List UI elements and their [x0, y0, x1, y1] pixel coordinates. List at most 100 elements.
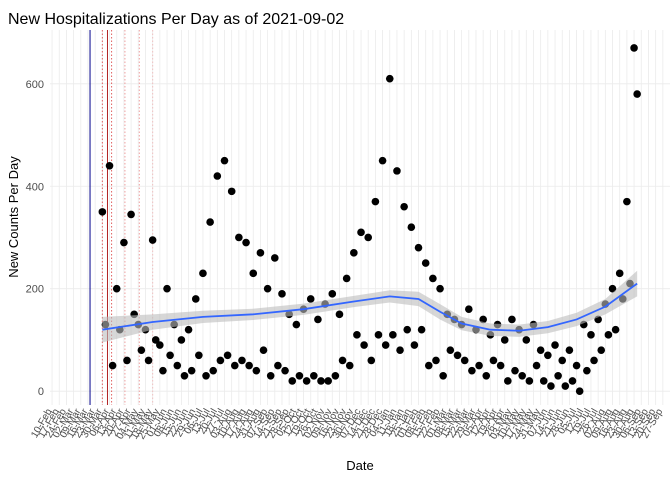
data-point: [371, 197, 380, 206]
data-point: [389, 331, 397, 339]
data-point: [271, 254, 279, 262]
data-point: [324, 377, 332, 385]
data-point: [278, 290, 286, 298]
data-point: [385, 74, 394, 83]
data-point: [242, 238, 250, 247]
data-point: [173, 361, 182, 370]
data-point: [223, 351, 232, 360]
data-point: [292, 320, 301, 329]
data-point: [482, 371, 491, 380]
data-point: [187, 366, 196, 375]
data-point: [475, 361, 483, 370]
data-point: [342, 274, 351, 283]
data-point: [195, 351, 203, 360]
data-point: [539, 377, 548, 385]
data-point: [357, 228, 365, 237]
data-point: [274, 361, 282, 370]
data-point: [453, 351, 462, 360]
data-point: [213, 172, 222, 180]
data-point: [407, 223, 416, 232]
data-point: [120, 238, 128, 247]
data-point: [127, 210, 135, 219]
data-point: [364, 233, 373, 242]
data-point: [216, 356, 225, 365]
data-point: [281, 366, 289, 375]
data-point: [266, 371, 275, 380]
data-point: [615, 269, 624, 278]
data-point: [417, 325, 426, 334]
data-point: [500, 336, 509, 344]
data-point: [177, 336, 186, 344]
data-point: [98, 208, 107, 216]
data-point: [400, 202, 408, 211]
data-point: [374, 331, 383, 339]
data-point: [396, 346, 404, 354]
data-point: [209, 366, 218, 375]
data-point: [479, 315, 487, 324]
data-point: [238, 356, 246, 365]
data-point: [604, 331, 613, 339]
data-point: [112, 284, 121, 293]
data-point: [252, 366, 261, 375]
data-point: [317, 377, 325, 385]
x-axis-title: Date: [346, 458, 373, 473]
y-tick-label: 400: [26, 181, 44, 193]
data-point: [575, 387, 584, 395]
data-point: [429, 274, 437, 283]
data-point: [465, 305, 473, 314]
data-point: [630, 44, 638, 52]
data-point: [583, 366, 591, 375]
data-point: [345, 361, 354, 370]
data-point: [335, 310, 344, 319]
data-point: [403, 325, 412, 334]
data-point: [590, 356, 598, 365]
data-point: [508, 315, 516, 324]
data-point: [551, 341, 559, 349]
data-point: [565, 346, 574, 354]
trend-line: [102, 282, 638, 332]
data-point: [295, 371, 304, 380]
data-point: [424, 361, 433, 370]
data-point: [259, 346, 268, 354]
data-point: [263, 284, 272, 293]
data-point: [608, 284, 617, 293]
data-point: [572, 361, 581, 370]
data-point: [166, 351, 174, 360]
data-point: [544, 351, 552, 360]
data-point: [532, 361, 541, 370]
data-point: [623, 197, 631, 206]
data-point: [561, 382, 570, 390]
data-point: [633, 90, 641, 98]
data-point: [230, 361, 239, 370]
data-point: [314, 315, 322, 324]
data-point: [353, 331, 361, 339]
data-point: [220, 156, 229, 165]
data-point: [611, 325, 620, 334]
data-point: [504, 377, 512, 385]
data-point: [310, 371, 318, 380]
y-tick-label: 600: [26, 79, 44, 91]
data-point: [410, 341, 419, 349]
data-point: [156, 341, 164, 349]
data-point: [496, 361, 505, 370]
data-point: [235, 233, 243, 242]
data-point: [460, 356, 469, 365]
data-point: [446, 346, 455, 354]
data-point: [421, 259, 430, 267]
data-point: [105, 161, 114, 170]
data-point: [393, 167, 401, 175]
data-point: [558, 356, 567, 365]
data-point: [439, 371, 447, 380]
data-point: [331, 371, 340, 380]
data-point: [137, 346, 146, 354]
data-point: [191, 295, 200, 303]
data-point: [468, 366, 476, 375]
data-point: [536, 346, 545, 354]
data-point: [436, 284, 444, 293]
data-point: [123, 356, 131, 365]
data-point: [587, 331, 595, 339]
data-point: [256, 249, 265, 257]
data-point: [180, 371, 189, 380]
data-point: [350, 249, 358, 257]
